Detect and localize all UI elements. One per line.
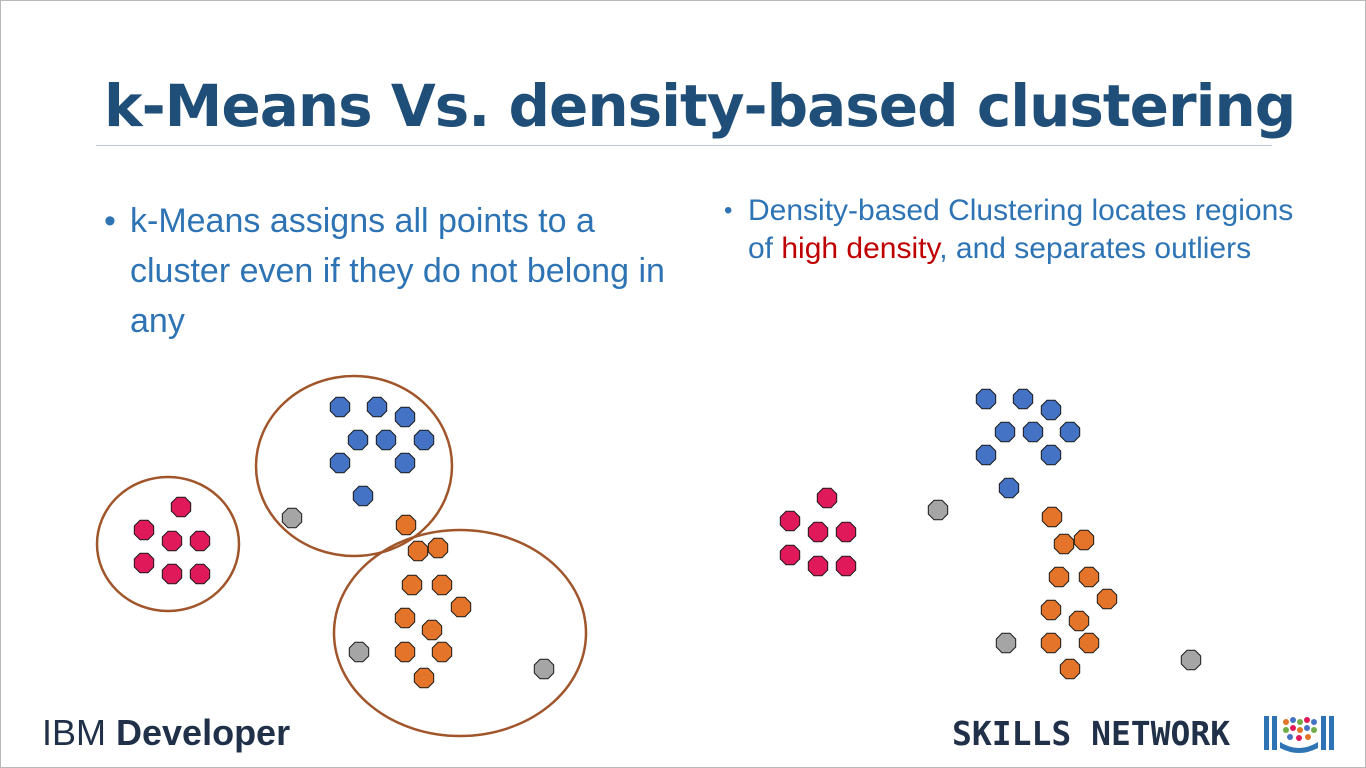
orange-data-point: [1040, 632, 1062, 654]
orange-data-point: [1078, 632, 1100, 654]
density-bullet: • Density-based Clustering locates regio…: [724, 192, 1304, 268]
kmeans-bullet-text: k-Means assigns all points to a cluster …: [130, 202, 665, 340]
blue-data-point: [1040, 399, 1062, 421]
red-data-point: [807, 555, 829, 577]
outlier-point: [281, 507, 303, 529]
orange-data-point: [401, 574, 423, 596]
outlier-point: [995, 632, 1017, 654]
orange-data-point: [1053, 533, 1075, 555]
orange-data-point: [431, 574, 453, 596]
blue-data-point: [352, 485, 374, 507]
blue-data-point: [366, 396, 388, 418]
red-data-point: [161, 563, 183, 585]
kmeans-cluster-outlines: [95, 374, 588, 738]
bullet-marker: •: [724, 197, 733, 224]
blue-data-point: [1012, 388, 1034, 410]
bullet-marker: •: [104, 202, 116, 240]
blue-data-point: [1022, 421, 1044, 443]
orange-data-point: [1040, 599, 1062, 621]
ibm-text: IBM: [42, 712, 117, 753]
red-data-point: [170, 496, 192, 518]
red-data-point: [835, 555, 857, 577]
red-data-point: [816, 487, 838, 509]
orange-data-point: [413, 667, 435, 689]
ibm-developer-logo: IBM Developer: [42, 712, 290, 754]
skills-network-logo: SKILLS NETWORK: [952, 714, 1231, 753]
kmeans-cluster-outline: [95, 475, 241, 613]
orange-data-point: [394, 641, 416, 663]
blue-data-point: [394, 452, 416, 474]
red-data-point: [779, 510, 801, 532]
blue-data-point: [975, 444, 997, 466]
blue-data-point: [975, 388, 997, 410]
red-data-point: [835, 521, 857, 543]
orange-data-point: [394, 607, 416, 629]
density-text-after: , and separates outliers: [939, 232, 1252, 265]
slide-title: k-Means Vs. density-based clustering: [104, 72, 1296, 140]
blue-data-point: [375, 429, 397, 451]
high-density-highlight: high density: [781, 232, 940, 265]
kmeans-cluster-outline: [254, 374, 454, 558]
orange-data-point: [1059, 658, 1081, 680]
blue-data-point: [347, 429, 369, 451]
orange-data-point: [407, 540, 429, 562]
blue-data-point: [998, 477, 1020, 499]
outlier-point: [1180, 649, 1202, 671]
red-data-point: [189, 530, 211, 552]
red-data-point: [807, 521, 829, 543]
red-data-point: [779, 544, 801, 566]
red-data-point: [189, 563, 211, 585]
kmeans-bullet: • k-Means assigns all points to a cluste…: [104, 196, 684, 346]
orange-data-point: [1041, 506, 1063, 528]
blue-data-point: [394, 406, 416, 428]
orange-data-point: [1078, 566, 1100, 588]
blue-data-point: [994, 421, 1016, 443]
orange-data-point: [450, 596, 472, 618]
blue-data-point: [413, 429, 435, 451]
red-data-point: [133, 519, 155, 541]
orange-data-point: [427, 537, 449, 559]
orange-data-point: [1068, 610, 1090, 632]
density-text-before: Density-based Clustering locates regions…: [748, 194, 1294, 265]
red-data-point: [133, 552, 155, 574]
density-bullet-text: Density-based Clustering locates regions…: [724, 192, 1304, 268]
orange-data-point: [421, 619, 443, 641]
outlier-point: [927, 499, 949, 521]
library-logo-icon: [1264, 716, 1334, 753]
blue-data-point: [329, 396, 351, 418]
kmeans-cluster-outline: [332, 528, 588, 738]
blue-data-point: [1059, 421, 1081, 443]
developer-text: Developer: [116, 712, 291, 753]
red-data-point: [161, 530, 183, 552]
blue-data-point: [329, 452, 351, 474]
orange-data-point: [395, 514, 417, 536]
outlier-point: [533, 658, 555, 680]
orange-data-point: [1073, 529, 1095, 551]
orange-data-point: [431, 641, 453, 663]
orange-data-point: [1096, 588, 1118, 610]
title-divider: [96, 145, 1272, 146]
orange-data-point: [1048, 566, 1070, 588]
blue-data-point: [1040, 444, 1062, 466]
outlier-point: [348, 641, 370, 663]
diagram-points: [133, 388, 1202, 689]
